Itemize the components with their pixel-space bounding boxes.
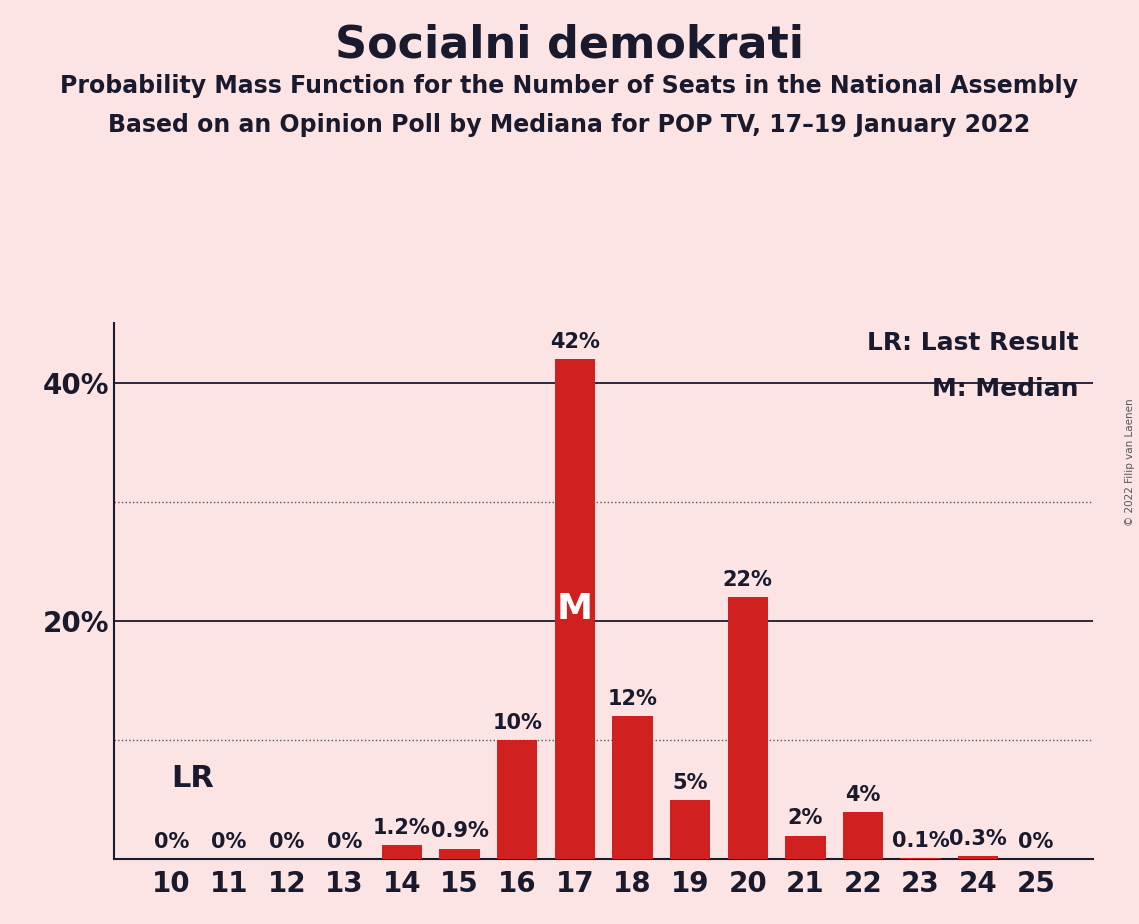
Text: 0%: 0% [154, 833, 189, 852]
Bar [670, 800, 711, 859]
Text: 10%: 10% [492, 713, 542, 733]
Text: 0%: 0% [327, 833, 362, 852]
Bar [382, 845, 423, 859]
Text: LR: Last Result: LR: Last Result [867, 332, 1079, 356]
Bar [958, 856, 999, 859]
Text: 12%: 12% [607, 689, 657, 710]
Text: M: Median: M: Median [932, 377, 1079, 401]
Text: Based on an Opinion Poll by Mediana for POP TV, 17–19 January 2022: Based on an Opinion Poll by Mediana for … [108, 113, 1031, 137]
Text: 1.2%: 1.2% [374, 818, 431, 838]
Text: 42%: 42% [550, 332, 600, 352]
Text: 0.3%: 0.3% [949, 829, 1007, 848]
Bar [901, 858, 941, 859]
Text: 5%: 5% [672, 772, 707, 793]
Bar [785, 835, 826, 859]
Text: M: M [557, 592, 593, 626]
Text: 0%: 0% [1018, 833, 1054, 852]
Text: 2%: 2% [788, 808, 823, 828]
Bar [843, 811, 883, 859]
Bar [555, 359, 595, 859]
Text: LR: LR [172, 764, 214, 793]
Text: 0.1%: 0.1% [892, 831, 950, 851]
Bar [613, 716, 653, 859]
Text: 0%: 0% [212, 833, 247, 852]
Text: 4%: 4% [845, 784, 880, 805]
Bar [728, 597, 768, 859]
Text: 0%: 0% [269, 833, 304, 852]
Text: Probability Mass Function for the Number of Seats in the National Assembly: Probability Mass Function for the Number… [60, 74, 1079, 98]
Bar [497, 740, 538, 859]
Text: © 2022 Filip van Laenen: © 2022 Filip van Laenen [1125, 398, 1134, 526]
Text: Socialni demokrati: Socialni demokrati [335, 23, 804, 67]
Text: 0.9%: 0.9% [431, 821, 489, 842]
Bar [440, 848, 480, 859]
Text: 22%: 22% [723, 570, 772, 590]
